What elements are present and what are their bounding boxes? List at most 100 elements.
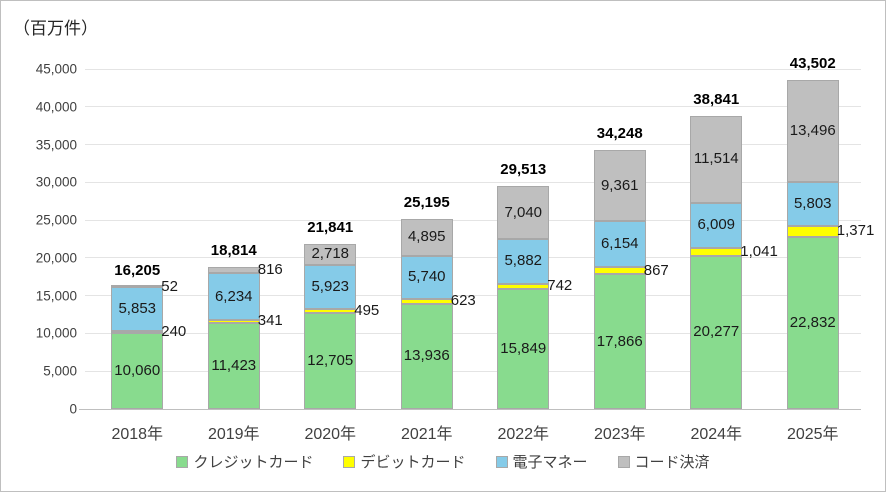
- bar-segment-debit-card[interactable]: [786, 226, 839, 237]
- bar-segment-code-payment[interactable]: [497, 186, 550, 240]
- total-label: 38,841: [693, 90, 740, 108]
- segment-value-label: 7,040: [504, 203, 543, 221]
- bar-segment-e-money[interactable]: [497, 239, 550, 284]
- segment-value-label-outside: 495: [354, 302, 380, 320]
- legend-item-e-money[interactable]: 電子マネー: [495, 451, 588, 472]
- bar-segment-code-payment[interactable]: [400, 218, 453, 256]
- segment-value-label-outside: 52: [161, 277, 178, 295]
- x-axis-label: 2019年: [207, 426, 260, 443]
- bar-group-2021年: 623 13,936 5,740 4,895 25,195 2021年: [379, 69, 476, 443]
- segment-value-label-outside: 1,041: [740, 242, 778, 260]
- segment-value-label-outside: 240: [161, 323, 187, 341]
- legend-label: 電子マネー: [512, 454, 588, 471]
- total-label: 21,841: [307, 218, 354, 236]
- bar-segment-debit-card[interactable]: [400, 299, 453, 304]
- bar-segment-e-money[interactable]: [593, 220, 646, 268]
- y-tick-label: 15,000: [35, 288, 77, 304]
- gridline: [85, 370, 861, 372]
- segment-value-label-outside: 341: [257, 312, 283, 330]
- segment-value-label: 17,866: [596, 332, 643, 350]
- bar-group-2025年: 1,371 22,832 5,803 13,496 43,502 2025年: [765, 55, 874, 443]
- stacked-bar: 10,060 5,853: [111, 284, 164, 409]
- total-label: 16,205: [114, 261, 161, 279]
- x-axis-label: 2025年: [786, 426, 839, 443]
- segment-value-label: 9,361: [600, 176, 639, 194]
- x-axis-label: 2018年: [111, 426, 164, 443]
- segment-value-label: 5,740: [407, 268, 446, 286]
- gridline: [85, 181, 861, 183]
- segment-value-label: 5,853: [118, 300, 157, 318]
- y-tick-label: 40,000: [35, 99, 77, 115]
- bar-segment-code-payment[interactable]: [786, 80, 839, 183]
- bar-group-2024年: 1,041 20,277 6,009 11,514 38,841 2024年: [668, 69, 778, 443]
- bar-segment-credit-card[interactable]: [690, 255, 743, 409]
- y-tick-label: 35,000: [35, 137, 77, 153]
- gridline: [85, 144, 861, 146]
- y-tick-label: 5,000: [43, 363, 77, 379]
- legend: クレジットカード デビットカード 電子マネー コード決済: [1, 451, 885, 472]
- bar-segment-e-money[interactable]: [304, 264, 357, 310]
- y-tick-label: 30,000: [35, 174, 77, 190]
- bar-group-2023年: 867 17,866 6,154 9,361 34,248 2023年: [572, 69, 669, 443]
- bar-segment-debit-card[interactable]: [593, 267, 646, 275]
- bar-group-2020年: 495 12,705 5,923 2,718 21,841 2020年: [282, 69, 380, 443]
- stacked-bar: 12,705 5,923 2,718: [304, 243, 357, 409]
- gridline: [85, 106, 861, 108]
- bar-segment-debit-card[interactable]: [111, 331, 164, 333]
- total-label: 43,502: [789, 55, 836, 73]
- stacked-bar: 15,849 5,882 7,040: [497, 186, 550, 409]
- stacked-bar: 11,423 6,234: [207, 266, 260, 409]
- x-axis-label: 2022年: [497, 426, 550, 443]
- legend-item-debit-card[interactable]: デビットカード: [343, 451, 466, 472]
- legend-item-code-payment[interactable]: コード決済: [617, 451, 710, 472]
- y-tick-label: 20,000: [35, 250, 77, 266]
- legend-item-credit-card[interactable]: クレジットカード: [176, 451, 313, 472]
- segment-value-label: 5,923: [311, 277, 350, 295]
- bar-segment-code-payment[interactable]: [304, 243, 357, 265]
- segment-value-label: 4,895: [407, 228, 446, 246]
- bar-segment-debit-card[interactable]: [690, 247, 743, 256]
- total-label: 25,195: [403, 193, 450, 211]
- bar-group-2022年: 742 15,849 5,882 7,040 29,513 2022年: [475, 69, 572, 443]
- bar-segment-e-money[interactable]: [690, 202, 743, 248]
- segment-value-label: 5,803: [793, 195, 832, 213]
- bar-segment-e-money[interactable]: [111, 286, 164, 332]
- segment-value-label: 20,277: [693, 323, 740, 341]
- bar-segment-debit-card[interactable]: [304, 309, 357, 314]
- segment-value-label: 10,060: [114, 362, 161, 379]
- bar-segment-e-money[interactable]: [400, 255, 453, 299]
- bar-segment-e-money[interactable]: [207, 273, 260, 321]
- bar-group-2018年: 240 52 10,060 5,853 16,205 2018年: [89, 69, 187, 443]
- bar-segment-credit-card[interactable]: [786, 236, 839, 409]
- bar-segment-credit-card[interactable]: [111, 333, 164, 409]
- segment-value-label: 6,234: [214, 287, 253, 305]
- bar-segment-code-payment[interactable]: [593, 150, 646, 221]
- bar-segment-credit-card[interactable]: [207, 322, 260, 409]
- bar-group-2019年: 341 816 11,423 6,234 18,814 2019年: [186, 69, 283, 443]
- segment-value-label: 13,936: [403, 347, 450, 365]
- bar-segment-code-payment[interactable]: [690, 115, 743, 203]
- stacked-bar: 17,866 6,154 9,361: [593, 150, 646, 409]
- bar-segment-credit-card[interactable]: [400, 303, 453, 409]
- bar-segment-e-money[interactable]: [786, 182, 839, 227]
- segment-value-label: 11,514: [693, 150, 739, 168]
- bar-segment-debit-card[interactable]: [497, 283, 550, 290]
- bar-segment-credit-card[interactable]: [593, 274, 646, 409]
- segment-value-label-outside: 1,371: [836, 222, 875, 240]
- legend-swatch-credit-card: [176, 455, 189, 468]
- segment-value-label: 2,718: [311, 245, 350, 263]
- bar-segment-code-payment[interactable]: [111, 284, 164, 287]
- legend-swatch-code-payment: [617, 455, 630, 468]
- plot-area: 240 52 10,060 5,853 16,205 2018年 341 816 11,423 6…: [79, 55, 874, 443]
- bar-segment-debit-card[interactable]: [207, 320, 260, 323]
- segment-value-label: 15,849: [500, 340, 547, 358]
- y-tick-label: 25,000: [35, 212, 77, 228]
- legend-label: クレジットカード: [193, 454, 314, 471]
- bar-segment-credit-card[interactable]: [497, 289, 550, 409]
- stacked-bar: 20,277 6,009 11,514: [690, 115, 743, 409]
- segment-value-label: 6,154: [600, 235, 639, 253]
- bar-segment-credit-card[interactable]: [304, 313, 357, 409]
- bar-segment-code-payment[interactable]: [207, 266, 260, 274]
- x-axis-label: 2024年: [690, 426, 743, 443]
